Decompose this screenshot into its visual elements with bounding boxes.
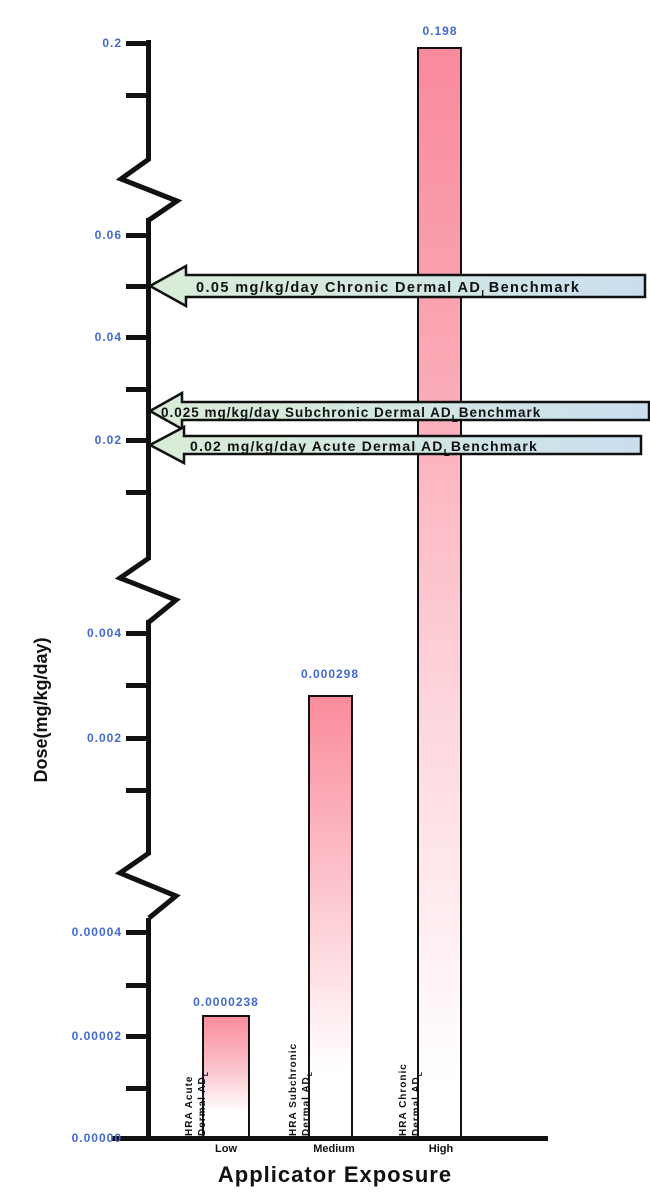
subscript: L [417, 1070, 424, 1077]
benchmark-label-acute: 0.02 mg/kg/day Acute Dermal ADLBenchmark [190, 438, 538, 459]
y-tick [126, 93, 148, 98]
bar-medium [308, 695, 353, 1138]
y-axis-segment-top [146, 40, 151, 161]
bar-label-high: HRA Chronic Dermal ADL [397, 1063, 427, 1136]
y-tick-label: 0.2 [102, 36, 122, 50]
axis-break-icon [115, 156, 183, 223]
y-tick [126, 387, 148, 392]
y-tick-label: 0.06 [94, 228, 122, 242]
y-tick [126, 490, 148, 495]
y-tick [126, 631, 148, 636]
y-tick [126, 736, 148, 741]
benchmark-arrow-subchronic [147, 390, 650, 432]
y-axis-title: Dose(mg/kg/day) [31, 637, 51, 783]
bar-value-high: 0.198 [422, 24, 458, 38]
y-tick-label: 0.02 [94, 433, 122, 447]
y-tick-label: 0.04 [94, 330, 122, 344]
x-category-low: Low [215, 1143, 237, 1155]
bar-label-line1: HRA Acute [184, 1075, 195, 1136]
y-axis-segment-bottom [146, 918, 151, 1141]
y-axis-segment-upper [146, 218, 151, 560]
y-tick [126, 438, 148, 443]
subscript: L [203, 1070, 210, 1077]
y-tick-label: 0.002 [86, 731, 122, 745]
axis-break-icon [114, 850, 181, 920]
subscript: L [307, 1070, 314, 1077]
y-tick [126, 1034, 148, 1039]
benchmark-label-subchronic: 0.025 mg/kg/day Subchronic Dermal ADLBen… [161, 405, 541, 425]
x-category-medium: Medium [313, 1143, 355, 1155]
bar-label-low: HRA Acute Dermal ADL [183, 1071, 213, 1136]
bar-label-medium: HRA Subchronic Dermal ADL [287, 1043, 317, 1136]
y-tick-label: 0.00002 [71, 1029, 122, 1043]
y-tick [126, 233, 148, 238]
y-tick [126, 930, 148, 935]
bar-low [202, 1015, 250, 1138]
benchmark-arrow-acute [147, 424, 643, 466]
x-category-high: High [428, 1143, 454, 1155]
bar-label-line1: HRA Chronic [398, 1063, 409, 1136]
bar-value-medium: 0.000298 [300, 667, 360, 681]
y-tick-label: 0.00000 [71, 1131, 122, 1145]
bar-label-line1: HRA Subchronic [288, 1042, 299, 1136]
y-axis-segment-middle [146, 620, 151, 855]
y-tick [126, 41, 148, 46]
y-tick [126, 335, 148, 340]
y-tick [126, 788, 148, 793]
benchmark-arrow-chronic [147, 263, 647, 309]
bar-label-line2: Dermal ADL [301, 1070, 314, 1136]
y-tick [126, 983, 148, 988]
y-tick [126, 1086, 148, 1091]
y-tick-label: 0.004 [86, 626, 122, 640]
y-tick-label: 0.00004 [71, 925, 122, 939]
bar-high [417, 47, 462, 1138]
y-tick [126, 284, 148, 289]
bar-value-low: 0.0000238 [193, 995, 259, 1009]
x-axis-line [112, 1136, 548, 1141]
bar-label-line2: Dermal ADL [411, 1070, 424, 1136]
x-axis-title: Applicator Exposure [217, 1162, 453, 1187]
axis-break-icon [114, 555, 181, 624]
y-tick [126, 683, 148, 688]
bar-label-line2: Dermal ADL [197, 1070, 210, 1136]
benchmark-label-chronic: 0.05 mg/kg/day Chronic Dermal ADLBenchma… [196, 280, 580, 300]
